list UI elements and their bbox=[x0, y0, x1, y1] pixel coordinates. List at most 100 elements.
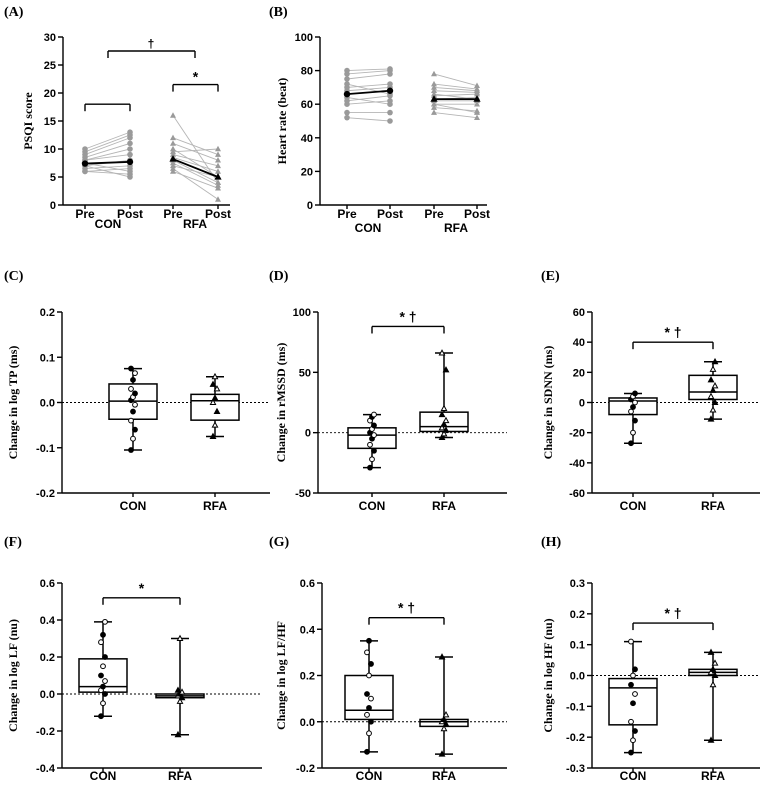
panel-f-point bbox=[176, 634, 184, 641]
panel-g-point bbox=[364, 748, 370, 755]
panel-c-point bbox=[130, 376, 136, 383]
panel-g-point bbox=[368, 695, 374, 702]
panel-b-y-tick-label: 0 bbox=[307, 200, 313, 212]
panel-b-individual-line bbox=[433, 83, 478, 90]
panel-a-individual-line bbox=[172, 159, 219, 184]
panel-a-individual-point bbox=[215, 168, 221, 174]
panel-b-individual-point bbox=[474, 109, 480, 115]
panel-a-y-tick-label: 30 bbox=[44, 32, 56, 44]
panel-f-y-label: Change in log LF (nu) bbox=[6, 619, 20, 732]
panel-b-individual-point bbox=[431, 70, 437, 77]
panel-g-x-tick-label: RFA bbox=[432, 769, 456, 783]
panel-g-point bbox=[438, 750, 446, 757]
panel-a-y-tick-label: 20 bbox=[44, 88, 56, 100]
panel-e-point bbox=[628, 408, 634, 415]
panel-d-y-tick-label: 50 bbox=[299, 367, 311, 379]
panel-h-y-tick-label: 0.2 bbox=[570, 609, 585, 621]
panel-g-y-label: Change in log LF/HF bbox=[274, 621, 288, 730]
panel-a-y-tick-label: 10 bbox=[44, 144, 56, 156]
panel-a-individual-point bbox=[215, 145, 221, 152]
panel-b-individual-line bbox=[433, 93, 478, 97]
panel-d-point bbox=[442, 416, 450, 424]
panel-a-individual-line bbox=[172, 148, 219, 153]
panel-a-individual-line bbox=[172, 168, 219, 200]
panel-a-individual-line bbox=[84, 134, 131, 153]
panel-c-point bbox=[128, 386, 134, 392]
panel-a-x-tick-label: Pre bbox=[163, 207, 183, 221]
panel-b-individual-point bbox=[344, 76, 350, 82]
panel-a-individual-point bbox=[170, 162, 176, 169]
panel-g-point bbox=[364, 649, 370, 656]
panel-d-point bbox=[367, 464, 373, 471]
panel-a-individual-line bbox=[84, 165, 131, 178]
panel-f-y-tick-label: -0.2 bbox=[36, 726, 55, 738]
panel-f-point bbox=[98, 639, 104, 646]
panel-g-point bbox=[440, 724, 448, 732]
panel-f-point bbox=[102, 678, 108, 684]
panel-a-individual-line bbox=[84, 148, 131, 161]
panel-g-point bbox=[440, 715, 448, 722]
panel-g-point bbox=[366, 672, 372, 679]
panel-c-point bbox=[209, 432, 217, 439]
panel-d-point bbox=[438, 349, 446, 356]
panel-c-point bbox=[209, 398, 217, 405]
panel-h-point bbox=[711, 659, 719, 666]
panel-c-y-label: Change in log TP (ms) bbox=[6, 346, 20, 460]
panel-c-point bbox=[209, 380, 217, 387]
panel-b-y-tick-label: 100 bbox=[295, 32, 313, 44]
panel-h-y-tick-label: 0.0 bbox=[570, 671, 585, 683]
panel-d-point bbox=[438, 433, 446, 440]
panel-a-individual-line bbox=[172, 162, 219, 186]
panel-a-individual-point bbox=[170, 140, 176, 146]
panel-f-x-tick-label: CON bbox=[90, 769, 117, 783]
panel-b-individual-point bbox=[474, 101, 480, 107]
panel-c-y-tick-label: -0.1 bbox=[36, 443, 55, 455]
panel-b-y-label: Heart rate (beat) bbox=[275, 78, 289, 165]
panel-a-individual-point bbox=[170, 165, 176, 171]
panel-b-individual-line bbox=[346, 70, 391, 75]
panel-h-y-tick-label: 0.3 bbox=[570, 578, 585, 590]
panel-b-individual-line bbox=[346, 83, 391, 88]
panel-g-point bbox=[368, 718, 374, 725]
panel-h-point bbox=[632, 728, 638, 734]
panel-b-individual-point bbox=[431, 109, 437, 115]
panel-b-individual-point bbox=[474, 114, 480, 120]
panel-e-point bbox=[632, 417, 638, 424]
panel-g-point bbox=[366, 704, 372, 711]
panel-e-point bbox=[711, 357, 719, 365]
panel-b-individual-point bbox=[344, 81, 350, 87]
panel-g-y-tick-label: 0.6 bbox=[300, 578, 315, 590]
panel-e-point bbox=[707, 376, 715, 383]
panel-h-point bbox=[628, 718, 634, 725]
panel-a-individual-line bbox=[84, 168, 131, 172]
panel-d-y-label: Change in rMSSD (ms) bbox=[274, 343, 288, 463]
panel-b-individual-point bbox=[344, 67, 350, 74]
panel-e-y-tick-label: 20 bbox=[573, 367, 585, 379]
panel-b-mean-point bbox=[386, 87, 394, 94]
panel-a-individual-line bbox=[172, 148, 219, 178]
panel-d-sig-annotation: * † bbox=[399, 308, 416, 324]
panel-e-y-tick-label: 40 bbox=[573, 337, 585, 349]
panel-a-y-label: PSQI score bbox=[21, 92, 35, 150]
panel-c-y-tick-label: 0.1 bbox=[40, 352, 55, 364]
panel-c-point bbox=[132, 401, 138, 408]
panel-f-label: (F) bbox=[4, 535, 22, 550]
panel-a-individual-line bbox=[84, 170, 131, 175]
panel-b-individual-point bbox=[344, 109, 350, 116]
panel-c-point bbox=[128, 365, 134, 372]
panel-c-point bbox=[132, 370, 138, 376]
panel-h-point bbox=[709, 665, 717, 672]
panel-b-mean-point bbox=[343, 90, 351, 98]
panel-h-y-tick-label: -0.1 bbox=[566, 701, 585, 713]
panel-a-y-tick-label: 0 bbox=[50, 200, 56, 212]
panel-g-point bbox=[366, 730, 372, 737]
panel-b-individual-line bbox=[346, 83, 391, 95]
panel-a-individual-point bbox=[127, 151, 133, 158]
panel-c-point bbox=[213, 407, 221, 415]
panel-a-individual-line bbox=[84, 154, 131, 161]
panel-b-individual-point bbox=[344, 114, 350, 121]
panel-g-y-tick-label: 0.0 bbox=[300, 717, 315, 729]
panel-f-point bbox=[100, 700, 106, 707]
panel-d-point bbox=[438, 423, 446, 431]
panel-a-individual-point bbox=[215, 196, 221, 202]
